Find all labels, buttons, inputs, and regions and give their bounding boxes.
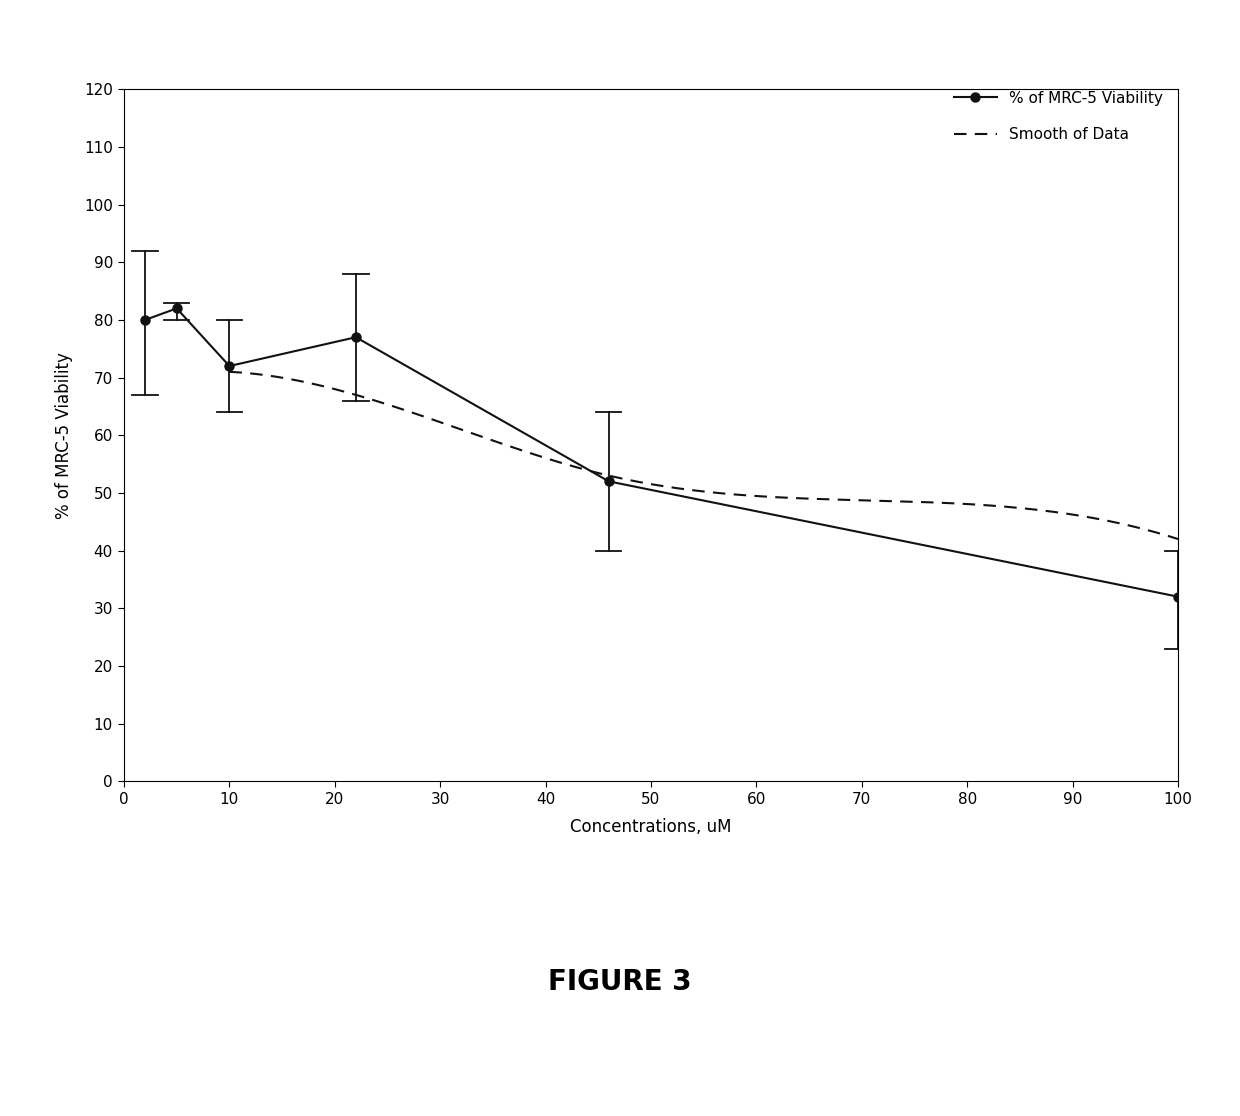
Legend: % of MRC-5 Viability, Smooth of Data: % of MRC-5 Viability, Smooth of Data — [946, 83, 1171, 150]
Text: FIGURE 3: FIGURE 3 — [548, 968, 692, 997]
X-axis label: Concentrations, uM: Concentrations, uM — [570, 818, 732, 836]
Y-axis label: % of MRC-5 Viability: % of MRC-5 Viability — [55, 352, 73, 519]
